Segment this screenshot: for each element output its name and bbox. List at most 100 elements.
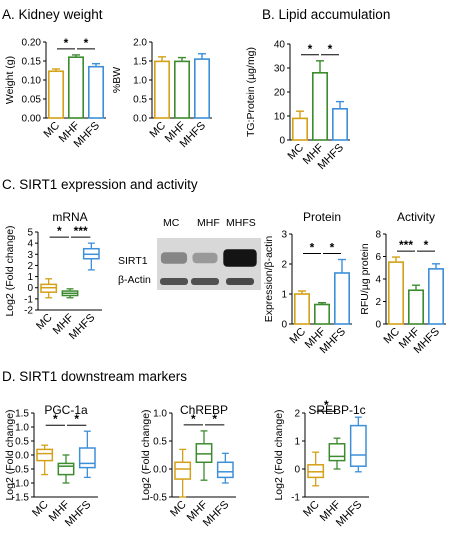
panel-b-title: B. Lipid accumulation <box>262 7 390 22</box>
box-mhf <box>57 462 75 476</box>
bar-mc <box>291 117 308 141</box>
western-blot: MC MHF MHFS SIRT1 β-Actin <box>118 217 261 290</box>
y-tick-label: 2.0 <box>133 38 147 49</box>
bar-mhf <box>313 303 330 325</box>
wb-band-actin <box>160 278 188 285</box>
bar-mc <box>154 60 171 119</box>
y-axis-label: Log2 (Fold change) <box>140 409 152 500</box>
bar-mhfs <box>194 58 211 119</box>
wb-band-sirt1 <box>160 252 188 264</box>
y-axis-label: Log2 (Fold change) <box>273 409 285 500</box>
subplot-title: mRNA <box>52 210 87 224</box>
box-mc <box>174 461 192 480</box>
significance-label: * <box>53 412 58 426</box>
subplot-title: SREBP-1c <box>308 403 365 417</box>
significance-label: *** <box>399 238 413 252</box>
y-tick-label: 0 <box>294 465 300 476</box>
y-axis-label: TG:Protein (µg/mg) <box>245 47 257 137</box>
y-tick-label: 20 <box>274 88 286 99</box>
y-tick-label: 1.5 <box>133 57 147 68</box>
bar-mhfs <box>88 65 105 119</box>
box-mhf <box>328 443 346 462</box>
significance-label: * <box>84 36 89 50</box>
y-tick-label: 40 <box>274 40 286 51</box>
y-tick-label: 0 <box>375 320 381 331</box>
bar-mhfs <box>427 268 444 325</box>
wb-band-sirt1 <box>223 249 257 267</box>
wb-lane-label-mc: MC <box>163 217 180 229</box>
bar-mhf <box>407 289 424 325</box>
significance-label: * <box>310 241 315 255</box>
subplot-title: Protein <box>303 210 341 224</box>
box-mhfs <box>216 461 234 479</box>
subplot-title: PGC-1a <box>44 403 88 417</box>
panel-a-title: A. Kidney weight <box>2 7 103 22</box>
y-tick-label: 0.05 <box>22 95 42 106</box>
y-axis-label: RFU/µg protein <box>359 243 371 315</box>
y-tick-label: -0.5 <box>12 465 30 476</box>
y-tick-label: -1 <box>291 493 300 504</box>
significance-label: * <box>324 398 329 412</box>
wb-band-actin <box>226 278 254 285</box>
wb-lane-label-mhf: MHF <box>197 217 220 229</box>
y-tick-label: 0.15 <box>22 57 42 68</box>
box-mc <box>36 448 54 462</box>
y-axis-label: Weight (g) <box>4 56 16 104</box>
y-tick-label: 0.0 <box>133 114 147 125</box>
panel-d-title: D. SIRT1 downstream markers <box>2 369 187 384</box>
box-mhfs <box>349 424 367 467</box>
wb-band-actin <box>191 278 219 285</box>
significance-label: * <box>424 238 429 252</box>
significance-label: * <box>64 36 69 50</box>
y-tick-label: 1 <box>294 437 300 448</box>
bar-mhfs <box>333 272 350 325</box>
significance-label: * <box>330 241 335 255</box>
y-tick-label: 0.0 <box>15 451 29 462</box>
subplot-title: Activity <box>397 210 435 224</box>
y-tick-label: 8 <box>375 230 381 241</box>
bar-mhf <box>68 56 85 119</box>
y-axis-label: %BW <box>111 67 123 93</box>
y-tick-label: 3 <box>281 230 287 241</box>
y-tick-label: 2 <box>27 261 33 272</box>
y-tick-label: 0 <box>27 283 33 294</box>
y-tick-label: 0.5 <box>133 95 147 106</box>
bar-mc <box>47 70 64 119</box>
y-tick-label: 2 <box>281 260 287 271</box>
significance-label: * <box>328 42 333 56</box>
panel-c-title: C. SIRT1 expression and activity <box>2 177 198 192</box>
y-tick-label: 1 <box>281 290 287 301</box>
wb-row-label-sirt1: SIRT1 <box>118 255 148 267</box>
bar-mhf <box>311 72 328 141</box>
y-tick-label: 1.0 <box>15 423 29 434</box>
box-mhfs <box>78 447 96 469</box>
y-tick-label: 1.0 <box>153 409 167 420</box>
y-tick-label: 0.0 <box>153 465 167 476</box>
y-tick-label: 1.0 <box>133 76 147 87</box>
y-tick-label: -0.5 <box>150 493 168 504</box>
box-mhf <box>195 443 213 464</box>
y-tick-label: 4 <box>27 239 33 250</box>
y-tick-label: 30 <box>274 64 286 75</box>
y-axis-label: Log2 (Fold change) <box>4 409 16 500</box>
y-tick-label: 0.10 <box>22 76 42 87</box>
significance-label: * <box>212 412 217 426</box>
y-tick-label: 2 <box>375 297 381 308</box>
y-tick-label: 5 <box>27 228 33 239</box>
wb-row-label-actin: β-Actin <box>118 274 151 286</box>
bar-mc <box>387 261 404 325</box>
y-tick-label: 0.5 <box>153 437 167 448</box>
significance-label: * <box>57 224 62 238</box>
y-tick-label: 0.00 <box>22 114 42 125</box>
significance-label: * <box>308 42 313 56</box>
significance-label: * <box>74 412 79 426</box>
y-tick-label: 0.20 <box>22 38 42 49</box>
